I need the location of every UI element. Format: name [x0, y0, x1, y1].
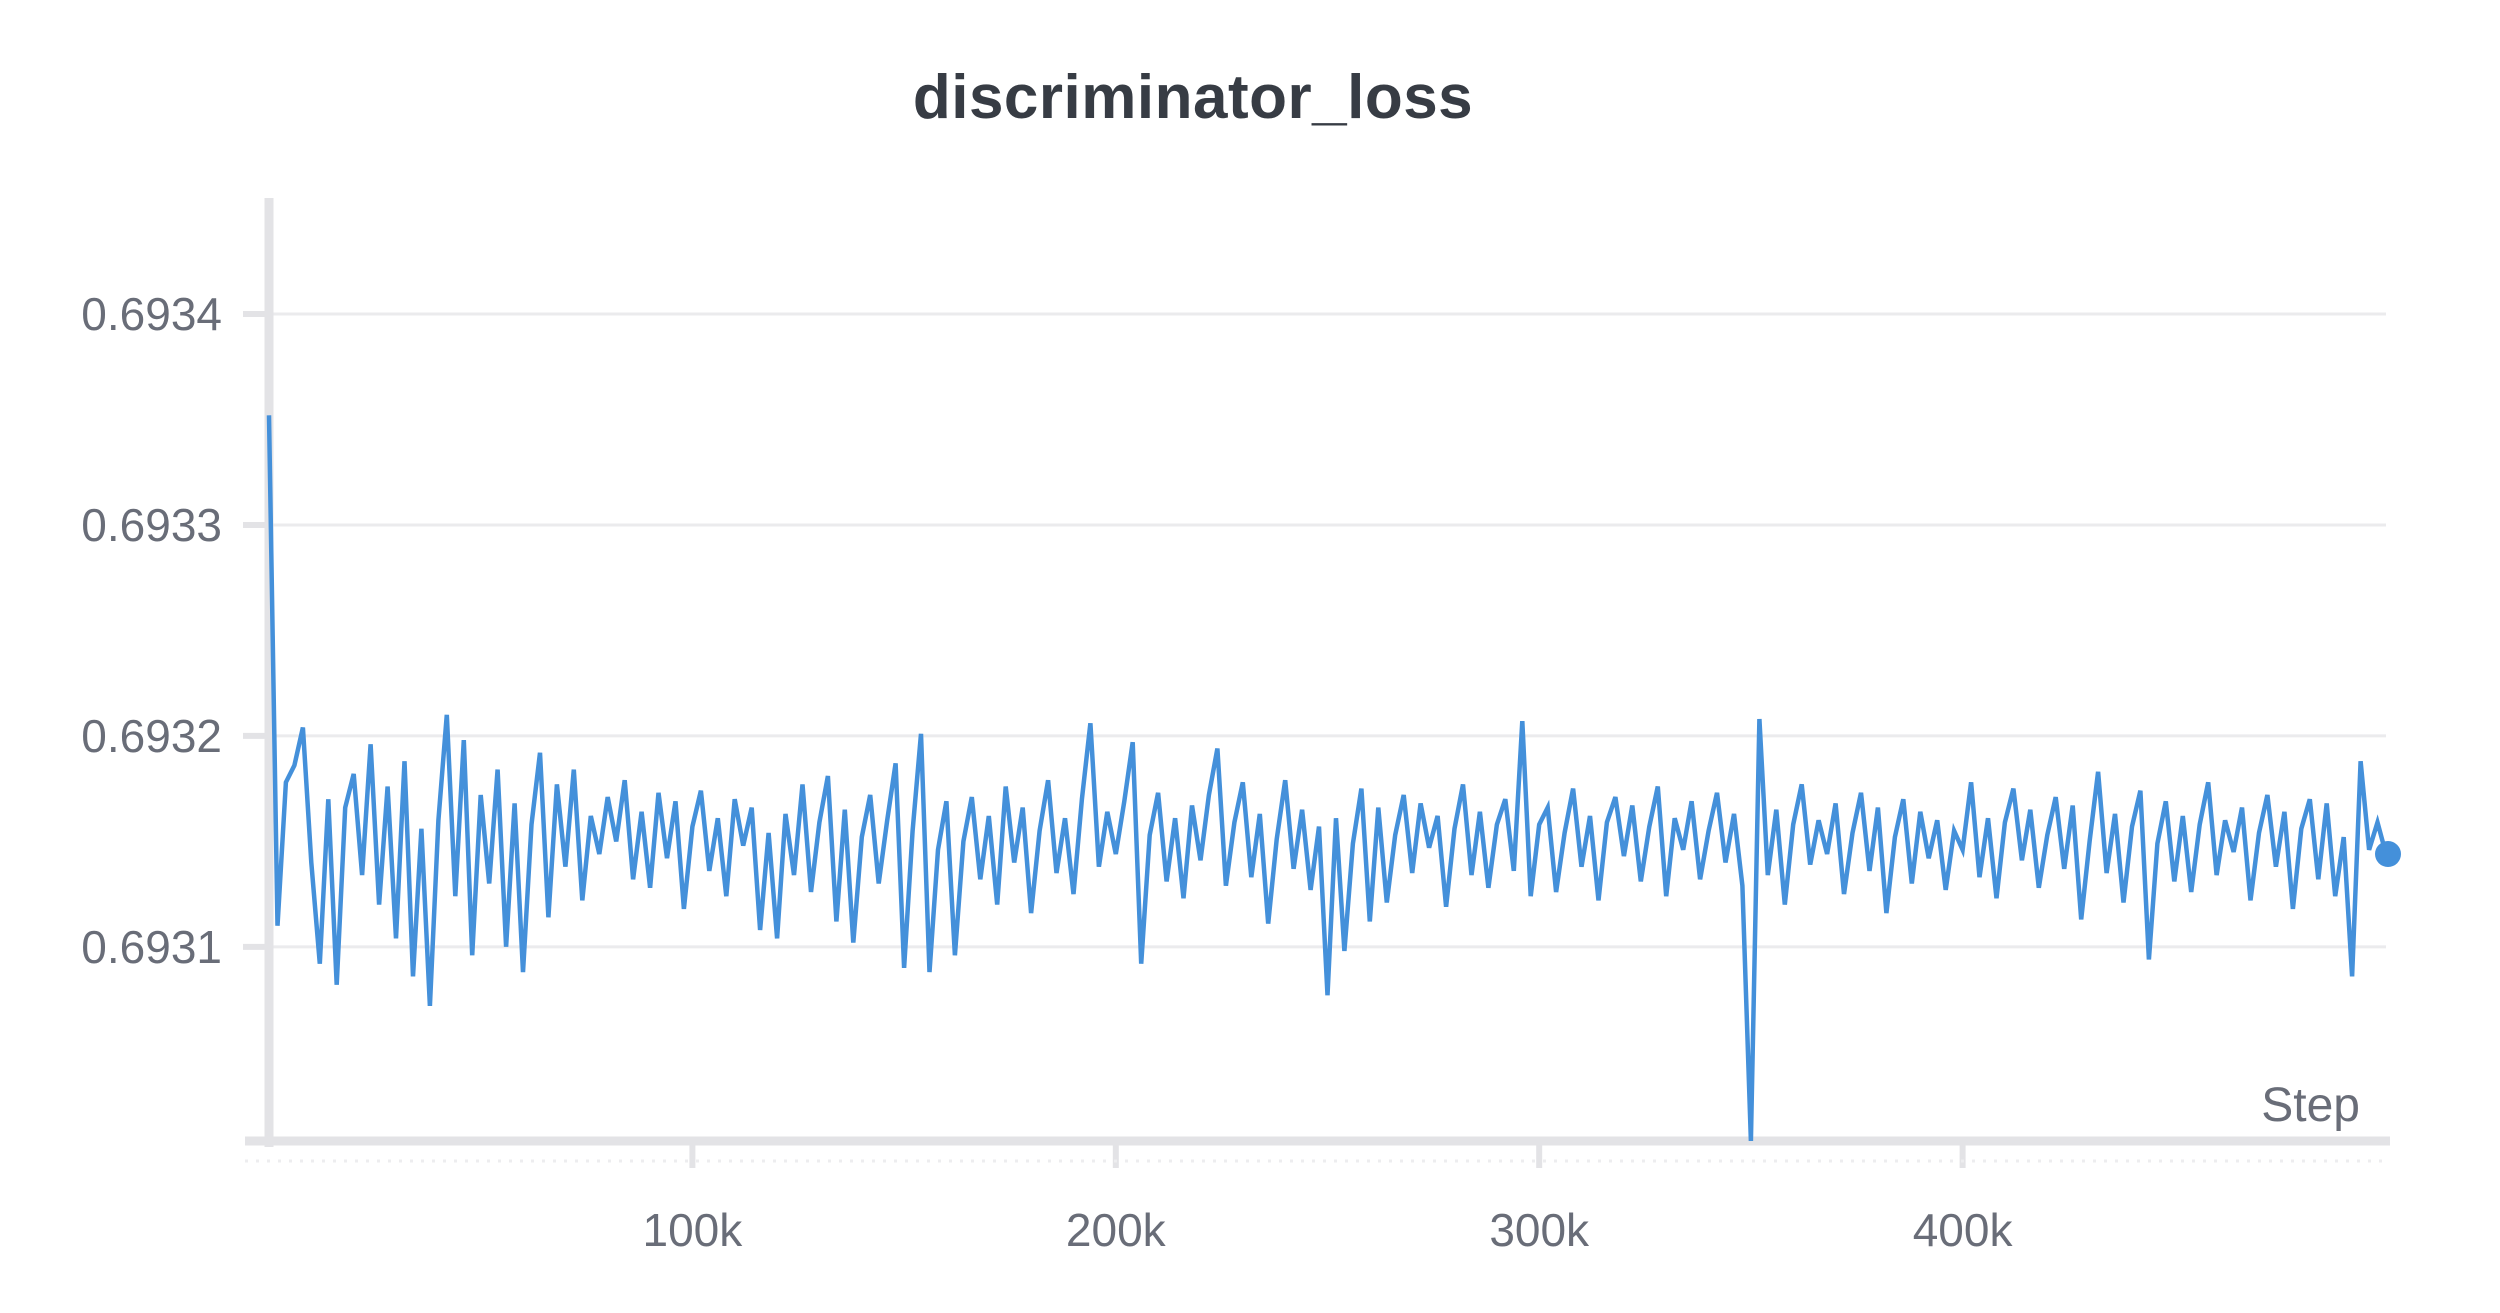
y-tick-label: 0.6933: [81, 499, 222, 551]
y-tick-label: 0.6934: [81, 288, 222, 340]
y-tick-label: 0.6931: [81, 921, 222, 973]
chart-title: discriminator_loss: [912, 63, 1474, 132]
x-tick-label: 400k: [1913, 1204, 2014, 1256]
x-tick-label: 200k: [1066, 1204, 1167, 1256]
y-tick-label: 0.6932: [81, 710, 222, 762]
x-tick-label: 300k: [1489, 1204, 1590, 1256]
loss-line-series[interactable]: [266, 415, 2389, 1141]
last-point-marker: [2375, 841, 2401, 868]
x-axis-title: Step: [2261, 1079, 2360, 1132]
x-tick-label: 100k: [643, 1204, 744, 1256]
